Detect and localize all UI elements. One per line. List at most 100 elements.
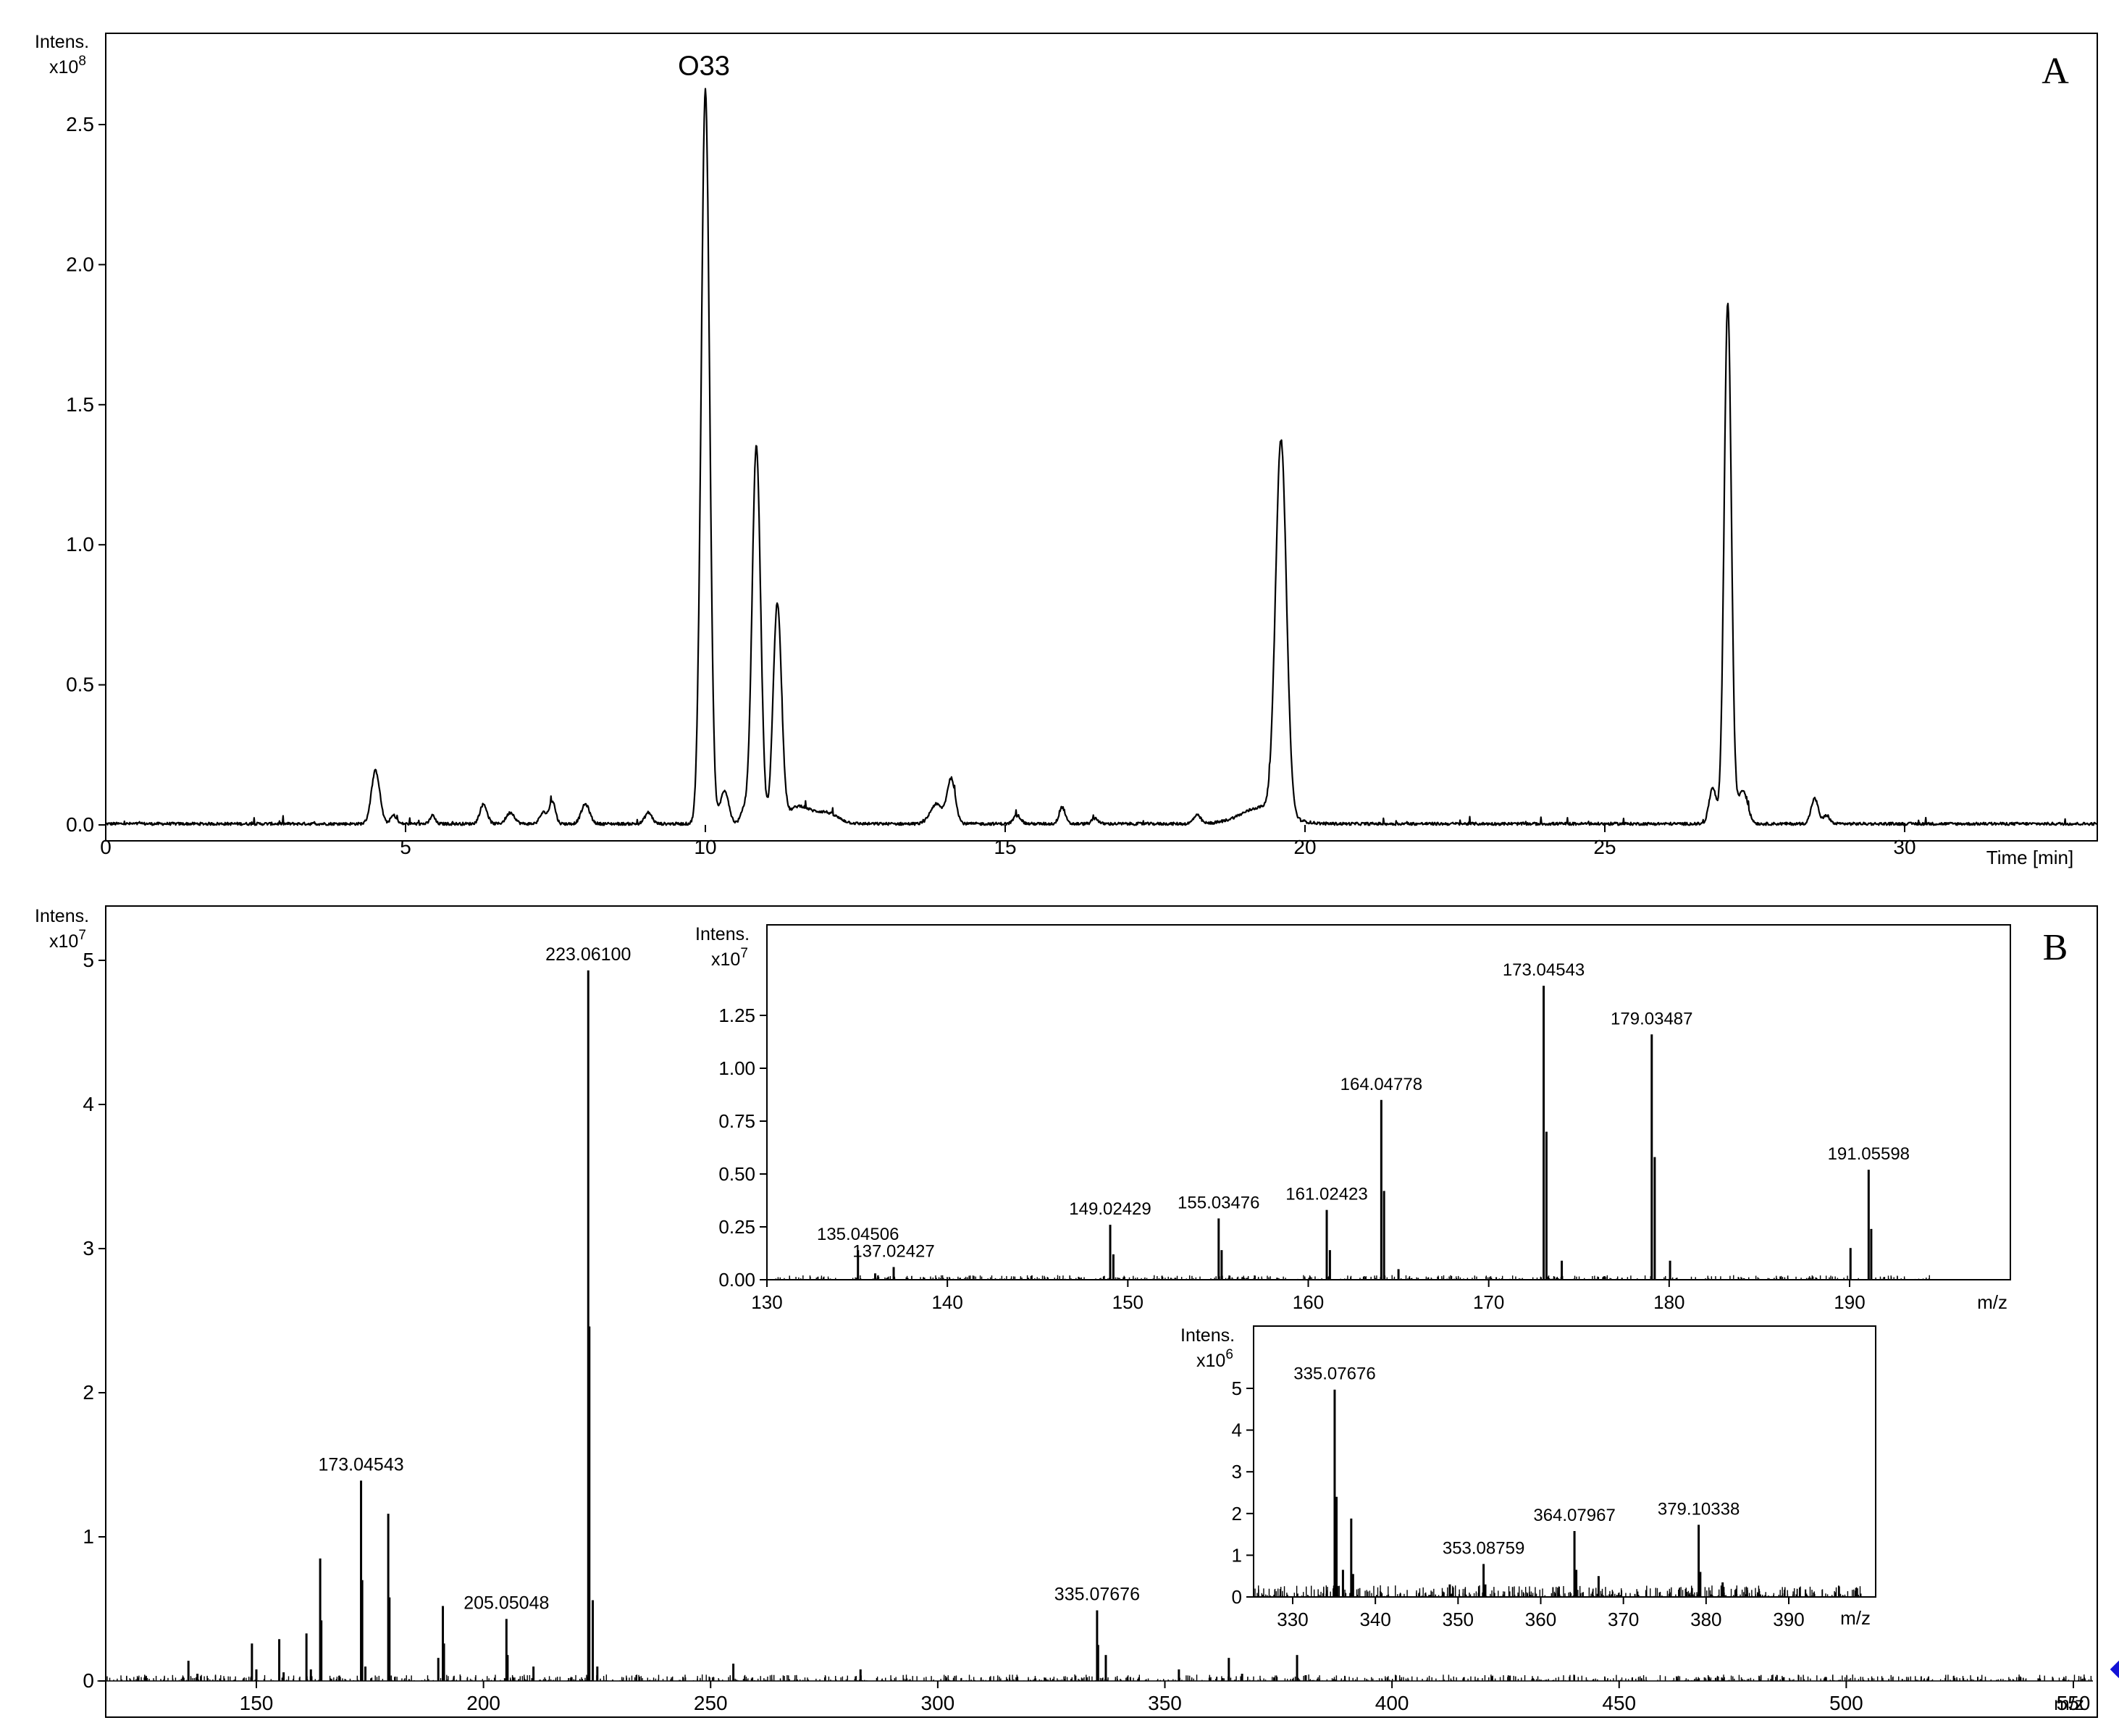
inset-2-ylabel-scale: x106 bbox=[1196, 1347, 1233, 1371]
x-tick-label: 330 bbox=[1277, 1609, 1308, 1630]
x-tick-label: 25 bbox=[1593, 836, 1616, 858]
panel-a-xlabel: Time [min] bbox=[1986, 847, 2073, 868]
peak-label: 335.07676 bbox=[1293, 1364, 1375, 1384]
x-tick-label: 0 bbox=[100, 836, 112, 858]
panel-b-peak-labels: 223.06100 173.04543 205.05048 335.07676 bbox=[318, 944, 1140, 1613]
peak-label: 335.07676 bbox=[1054, 1584, 1140, 1604]
y-tick-label: 0.25 bbox=[718, 1216, 755, 1238]
peak-label: 179.03487 bbox=[1611, 1009, 1692, 1028]
panel-b-ylabel: Intens. bbox=[35, 906, 89, 926]
x-tick-label: 15 bbox=[994, 836, 1016, 858]
blue-diamond-marker bbox=[2110, 1661, 2119, 1679]
y-tick-label: 4 bbox=[83, 1093, 94, 1115]
panel-a-label: A bbox=[2042, 51, 2069, 92]
y-tick-label: 5 bbox=[83, 949, 94, 971]
peak-label: 364.07967 bbox=[1533, 1506, 1615, 1525]
inset-1-axes: 130 140 150 160 170 180 190 0.00 0.25 0.50 0.75 1.0… bbox=[718, 1005, 1865, 1313]
y-tick-label: 1 bbox=[1232, 1544, 1242, 1566]
mass-spectrum-inset-2: Intens. x106 m/z 330 340 350 360 370 380 390 0 1… bbox=[1180, 1325, 1876, 1630]
panel-b-ylabel-exponent: 7 bbox=[78, 928, 86, 943]
panel-b-ylabel-base: x10 bbox=[49, 931, 78, 952]
y-tick-label: 2.0 bbox=[66, 253, 94, 275]
x-tick-label: 10 bbox=[694, 836, 716, 858]
y-tick-label: 1.0 bbox=[66, 533, 94, 555]
x-tick-label: 450 bbox=[1602, 1692, 1636, 1714]
y-tick-label: 4 bbox=[1232, 1420, 1242, 1441]
peak-label: 223.06100 bbox=[545, 944, 631, 965]
panel-a-ylabel-scale: x108 bbox=[49, 54, 86, 77]
x-tick-label: 150 bbox=[240, 1692, 274, 1714]
inset-2-axes: 330 340 350 360 370 380 390 0 1 2 3 4 5 bbox=[1232, 1378, 1805, 1630]
inset-2-xlabel: m/z bbox=[1840, 1607, 1871, 1629]
inset-2-spectrum-sticks bbox=[1251, 1389, 1871, 1598]
y-tick-label: 0.0 bbox=[66, 813, 94, 836]
peak-label: 137.02427 bbox=[852, 1241, 934, 1261]
inset-1-ylabel-scale: x107 bbox=[711, 946, 748, 970]
panel-a-axes: 0 5 10 15 20 25 30 0.0 0.5 1.0 1.5 2.0 2.5 bbox=[66, 113, 1916, 858]
x-tick-label: 500 bbox=[1829, 1692, 1863, 1714]
x-tick-label: 350 bbox=[1443, 1609, 1474, 1630]
inset-2-ylabel-base: x10 bbox=[1196, 1351, 1225, 1371]
inset-1-ylabel: Intens. bbox=[695, 924, 750, 944]
y-tick-label: 0.75 bbox=[718, 1110, 755, 1132]
peak-label: 149.02429 bbox=[1069, 1199, 1151, 1219]
x-tick-label: 300 bbox=[921, 1692, 955, 1714]
y-tick-label: 0.50 bbox=[718, 1163, 755, 1185]
x-tick-label: 5 bbox=[400, 836, 411, 858]
y-tick-label: 2.5 bbox=[66, 113, 94, 135]
panel-a-frame bbox=[105, 33, 2098, 842]
peak-label: 135.04506 bbox=[817, 1225, 899, 1244]
inset-1-ylabel-exponent: 7 bbox=[740, 946, 748, 961]
panel-b-axes: 150 200 250 300 350 400 450 500 550 0 1 2 3 4 5 bbox=[83, 949, 2090, 1714]
x-tick-label: 550 bbox=[2057, 1692, 2091, 1714]
y-tick-label: 2 bbox=[1232, 1503, 1242, 1525]
peak-label: 379.10338 bbox=[1658, 1499, 1740, 1519]
peak-label: 353.08759 bbox=[1443, 1538, 1524, 1558]
peak-label: 155.03476 bbox=[1178, 1193, 1259, 1212]
x-tick-label: 190 bbox=[1834, 1291, 1865, 1313]
y-tick-label: 5 bbox=[1232, 1378, 1242, 1399]
chromatogram-trace bbox=[105, 88, 2097, 826]
y-tick-label: 0 bbox=[1232, 1586, 1242, 1608]
y-tick-label: 3 bbox=[1232, 1461, 1242, 1483]
x-tick-label: 20 bbox=[1293, 836, 1316, 858]
x-tick-label: 160 bbox=[1293, 1291, 1324, 1313]
panel-b-xlabel: m/z bbox=[2054, 1693, 2084, 1714]
peak-label: 161.02423 bbox=[1285, 1185, 1367, 1204]
inset-1-spectrum-sticks bbox=[767, 986, 2006, 1280]
mass-spectrum-inset-1: Intens. x107 m/z 130 140 150 160 170 180 190 0.… bbox=[695, 924, 2011, 1313]
panel-b-ylabel-scale: x107 bbox=[49, 928, 86, 952]
x-tick-label: 30 bbox=[1893, 836, 1916, 858]
x-tick-label: 400 bbox=[1375, 1692, 1409, 1714]
x-tick-label: 380 bbox=[1690, 1609, 1721, 1630]
peak-label: 191.05598 bbox=[1828, 1144, 1910, 1164]
panel-a-ylabel-base: x10 bbox=[49, 57, 78, 77]
panel-b-label: B bbox=[2043, 927, 2068, 968]
x-tick-label: 250 bbox=[694, 1692, 728, 1714]
x-tick-label: 350 bbox=[1148, 1692, 1182, 1714]
y-tick-label: 0.00 bbox=[718, 1269, 755, 1291]
y-tick-label: 1.00 bbox=[718, 1057, 755, 1079]
x-tick-label: 200 bbox=[466, 1692, 500, 1714]
x-tick-label: 370 bbox=[1608, 1609, 1639, 1630]
x-tick-label: 180 bbox=[1653, 1291, 1684, 1313]
peak-label: 173.04543 bbox=[318, 1454, 403, 1475]
inset-2-peak-labels: 335.07676 353.08759 364.07967 379.10338 bbox=[1293, 1364, 1740, 1559]
y-tick-label: 1 bbox=[83, 1525, 94, 1548]
inset-1-ylabel-base: x10 bbox=[711, 949, 740, 970]
chromatogram-panel-a: A Intens. x108 Time [min] O33 0 5 10 15 20 25… bbox=[35, 32, 2098, 868]
inset-2-ylabel: Intens. bbox=[1180, 1325, 1235, 1346]
y-tick-label: 1.25 bbox=[718, 1005, 755, 1026]
x-tick-label: 140 bbox=[931, 1291, 962, 1313]
y-tick-label: 3 bbox=[83, 1237, 94, 1259]
inset-1-frame bbox=[766, 924, 2011, 1280]
x-tick-label: 150 bbox=[1112, 1291, 1144, 1313]
y-tick-label: 1.5 bbox=[66, 393, 94, 416]
x-tick-label: 390 bbox=[1773, 1609, 1804, 1630]
x-tick-label: 340 bbox=[1359, 1609, 1390, 1630]
x-tick-label: 170 bbox=[1473, 1291, 1504, 1313]
x-tick-label: 360 bbox=[1525, 1609, 1556, 1630]
